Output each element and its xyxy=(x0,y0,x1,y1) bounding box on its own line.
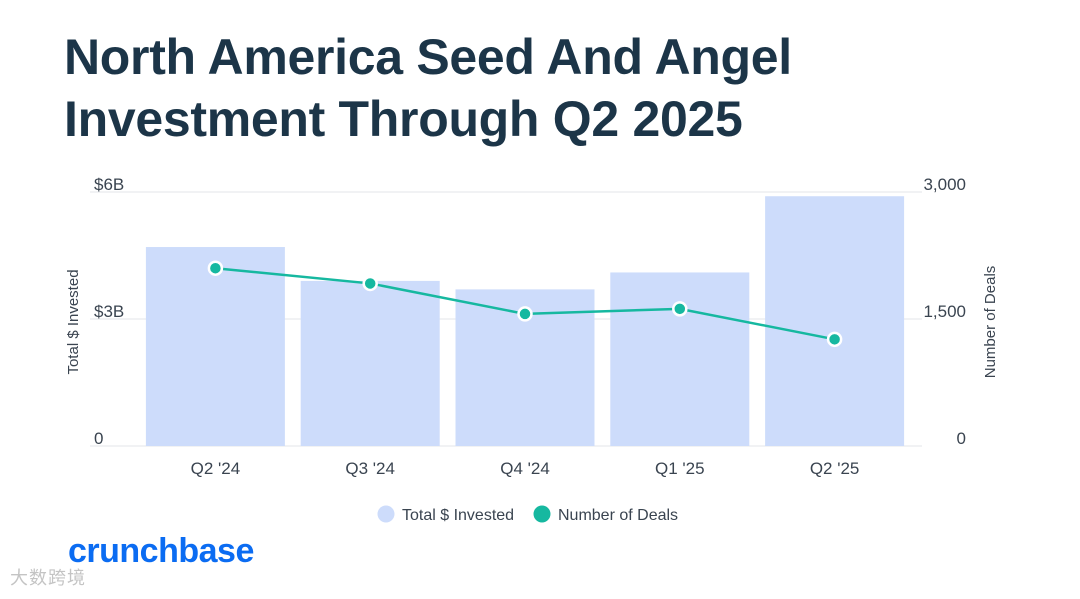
deals-point-1 xyxy=(362,275,378,292)
x-tick-label: Q2 '24 xyxy=(191,459,241,478)
x-tick-label: Q2 '25 xyxy=(810,459,860,478)
x-tick-label: Q3 '24 xyxy=(345,459,395,478)
title-line-1: North America Seed And Angel xyxy=(64,29,792,85)
bar-4 xyxy=(765,196,905,446)
crunchbase-logo: crunchbase xyxy=(68,532,254,570)
right-tick-label: 0 xyxy=(957,429,966,448)
left-axis-title: Total $ Invested xyxy=(65,269,82,374)
bar-3 xyxy=(610,272,750,446)
legend-line-label: Number of Deals xyxy=(558,507,678,524)
bar-1 xyxy=(300,280,440,446)
left-tick-label: 0 xyxy=(94,429,103,448)
deals-point-3 xyxy=(672,301,688,317)
deals-point-4 xyxy=(826,331,843,348)
deals-point-0 xyxy=(207,260,224,276)
legend-line-swatch xyxy=(533,505,551,523)
left-tick-label: $3B xyxy=(94,302,124,321)
legend-bar-swatch xyxy=(377,505,395,523)
legend-bar-label: Total $ Invested xyxy=(402,507,514,524)
right-tick-label: 3,000 xyxy=(923,175,966,194)
x-tick-label: Q4 '24 xyxy=(500,459,550,478)
chart-title: North America Seed And Angel Investment … xyxy=(64,26,792,150)
deals-point-2 xyxy=(517,306,533,322)
watermark: 大数跨境 xyxy=(10,568,86,588)
bar-0 xyxy=(145,247,285,446)
right-tick-label: 1,500 xyxy=(923,302,966,321)
x-tick-label: Q1 '25 xyxy=(655,459,705,478)
right-axis-title: Number of Deals xyxy=(982,266,999,379)
title-line-2: Investment Through Q2 2025 xyxy=(64,91,743,147)
left-tick-label: $6B xyxy=(94,175,124,194)
